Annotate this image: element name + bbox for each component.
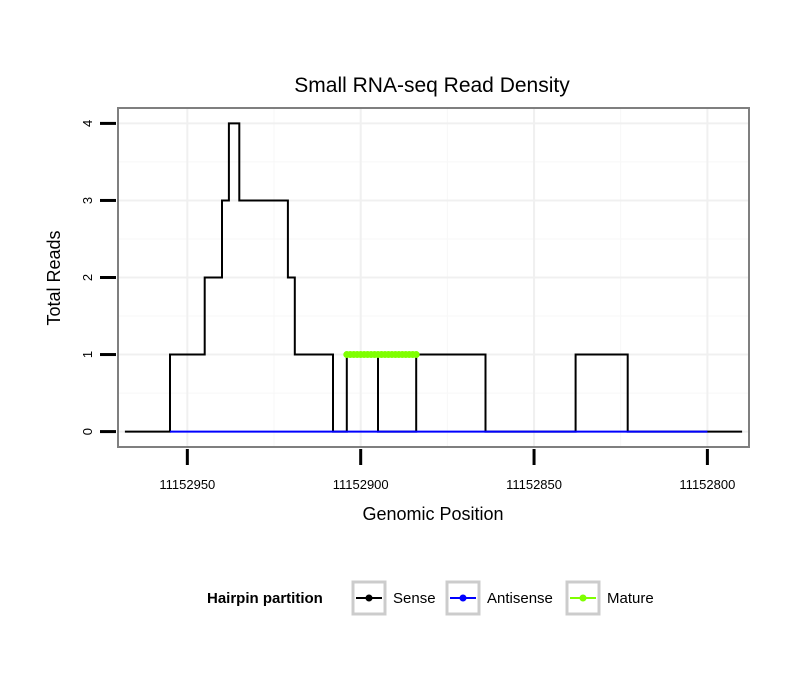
chart-title: Small RNA-seq Read Density [294, 74, 570, 97]
legend-title: Hairpin partition [207, 590, 323, 607]
legend-key-point [459, 594, 467, 602]
y-axis-label: Total Reads [44, 230, 64, 325]
series-layer [124, 122, 743, 433]
legend-label: Sense [393, 590, 436, 607]
y-tick-label: 2 [80, 274, 95, 281]
x-axis-label: Genomic Position [362, 504, 503, 524]
y-tick-label: 3 [80, 197, 95, 204]
legend-label: Mature [607, 590, 654, 607]
legend-key-point [365, 594, 373, 602]
legend: Hairpin partition Sense Antisense Mature [207, 580, 654, 616]
y-axis-ticks: 0 1 2 3 4 [80, 120, 116, 435]
x-tick-label: 11152850 [506, 477, 562, 492]
x-axis-ticks: 11152950 11152900 11152850 11152800 [159, 449, 735, 492]
mature-point [412, 351, 420, 359]
legend-label: Antisense [487, 590, 553, 607]
plot-border [117, 107, 750, 448]
y-tick-label: 1 [80, 351, 95, 358]
x-tick-label: 11152950 [159, 477, 215, 492]
x-tick-label: 11152900 [333, 477, 389, 492]
legend-key-point [579, 594, 587, 602]
x-tick-label: 11152800 [679, 477, 735, 492]
y-tick-label: 0 [80, 428, 95, 435]
y-tick-label: 4 [80, 120, 95, 127]
